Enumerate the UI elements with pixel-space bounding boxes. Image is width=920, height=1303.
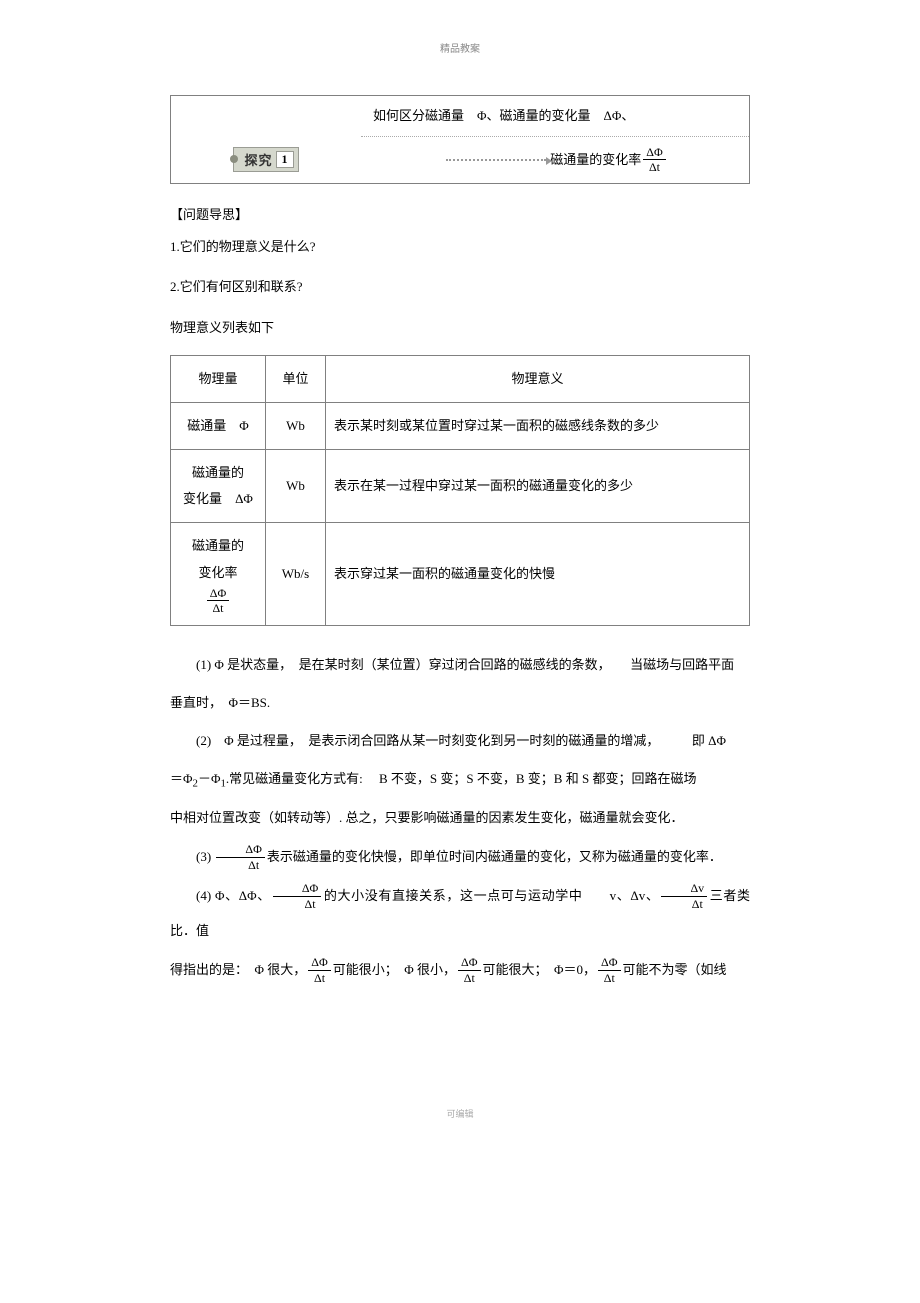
body-p2e: 中相对位置改变（如转动等）. 总之，只要影响磁通量的因素发生变化，磁通量就会变化… [170, 801, 750, 835]
physics-table: 物理量 单位 物理意义 磁通量 Φ Wb 表示某时刻或某位置时穿过某一面积的磁感… [170, 355, 750, 627]
explore-box: 如何区分磁通量 Φ、磁通量的变化量 ΔΦ、 探究 1 磁通量的变化率 ΔΦ Δt [170, 95, 750, 184]
qa-q2: 2.它们有何区别和联系? [170, 273, 750, 302]
cell-qty-2: 磁通量的 变化量 ΔΦ [171, 449, 266, 522]
qty2-l2-pre: 变化量 [183, 491, 235, 506]
cell-unit-3: Wb/s [266, 522, 326, 626]
th-unit: 单位 [266, 355, 326, 402]
qty3-frac-num: ΔΦ [207, 586, 230, 601]
p4-f1-num: ΔΦ [273, 881, 322, 896]
p4-b: 的大小没有直接关系，这一点可与运动学中 v、Δv、 [323, 888, 659, 903]
explore-suffix: 、 [621, 108, 634, 123]
p4-f2-den: Δt [661, 897, 707, 911]
p5-f1-num: ΔΦ [308, 955, 331, 970]
qty3-l1: 磁通量的 [179, 533, 257, 559]
qty3-l2-pre: 变化率 [198, 565, 250, 580]
p4-f2-num: Δv [661, 881, 707, 896]
footer-text: 可编辑 [446, 1109, 473, 1119]
qa-lead: 物理意义列表如下 [170, 314, 750, 343]
p5-frac3: ΔΦΔt [598, 955, 621, 985]
p4-f1-den: Δt [273, 897, 322, 911]
p5-f2-num: ΔΦ [458, 955, 481, 970]
explore-top-text: 如何区分磁通量 Φ、磁通量的变化量 ΔΦ、 [361, 96, 749, 136]
explore-badge-num: 1 [276, 151, 294, 168]
header-text: 精品教案 [440, 44, 480, 55]
table-header-row: 物理量 单位 物理意义 [171, 355, 750, 402]
table-row: 磁通量的 变化率 ΔΦ Δt Wb/s 表示穿过某一面积的磁通量变化的快慢 [171, 522, 750, 626]
body-p4: (4) Φ、ΔΦ、ΔΦΔt的大小没有直接关系，这一点可与运动学中 v、Δv、Δv… [170, 878, 750, 948]
qty3-frac: ΔΦ Δt [207, 586, 230, 616]
p3-a: (3) [196, 849, 214, 864]
cell-meaning-1: 表示某时刻或某位置时穿过某一面积的磁感线条数的多少 [326, 402, 750, 449]
cell-qty-3: 磁通量的 变化率 ΔΦ Δt [171, 522, 266, 626]
explore-badge-label: 探究 [244, 150, 272, 169]
p2b-2: －Φ [198, 771, 221, 786]
page-header: 精品教案 [0, 40, 920, 55]
explore-rate-label: 磁通量的变化率 [550, 148, 641, 171]
p3-frac-den: Δt [216, 858, 265, 872]
p5-f3-num: ΔΦ [598, 955, 621, 970]
table-row: 磁通量的 变化量 ΔΦ Wb 表示在某一过程中穿过某一面积的磁通量变化的多少 [171, 449, 750, 522]
qa-q1: 1.它们的物理意义是什么? [170, 233, 750, 262]
p5-frac1: ΔΦΔt [308, 955, 331, 985]
frac-den: Δt [643, 160, 666, 174]
p2b-1: ＝Φ [170, 771, 193, 786]
explore-badge-cell: 探究 1 [171, 136, 361, 183]
explore-prefix: 如何区分磁通量 [373, 108, 477, 123]
page-footer: 可编辑 [0, 1107, 920, 1120]
qty2-l2-sym: ΔΦ [235, 491, 253, 506]
cell-qty-1: 磁通量 Φ [171, 402, 266, 449]
p5-f3-den: Δt [598, 971, 621, 985]
cell-meaning-2: 表示在某一过程中穿过某一面积的磁通量变化的多少 [326, 449, 750, 522]
explore-rate-frac: ΔΦ Δt [643, 145, 666, 175]
explore-left-empty [171, 96, 361, 136]
p5-f2-den: Δt [458, 971, 481, 985]
frac-num: ΔΦ [643, 145, 666, 160]
body-p5: 得指出的是： Φ 很大，ΔΦΔt可能很小； Φ 很小，ΔΦΔt可能很大； Φ＝0… [170, 952, 750, 987]
p4-frac2: ΔvΔt [661, 881, 707, 911]
cell-meaning-3: 表示穿过某一面积的磁通量变化的快慢 [326, 522, 750, 626]
th-qty: 物理量 [171, 355, 266, 402]
p3-frac-num: ΔΦ [216, 842, 265, 857]
explore-dphi: ΔΦ [604, 108, 622, 123]
p3-frac: ΔΦΔt [216, 842, 265, 872]
qa-heading: 【问题导思】 [170, 204, 750, 223]
explore-mid: 、磁通量的变化量 [487, 108, 604, 123]
p5-b: 可能很小； Φ 很小， [333, 962, 456, 977]
body-p2b: ＝Φ2－Φ1.常见磁通量变化方式有: B 不变，S 变；S 不变，B 变；B 和… [170, 762, 750, 798]
explore-bottom-text: 磁通量的变化率 ΔΦ Δt [361, 136, 749, 183]
dotted-arrow-icon [446, 159, 546, 161]
cell-unit-1: Wb [266, 402, 326, 449]
qty3-frac-den: Δt [207, 601, 230, 615]
body-p2a: (2) Φ 是过程量， 是表示闭合回路从某一时刻变化到另一时刻的磁通量的增减， … [170, 724, 750, 758]
body-p1a: (1) Φ 是状态量， 是在某时刻（某位置）穿过闭合回路的磁感线的条数， 当磁场… [170, 648, 750, 682]
body-p1b: 垂直时， Φ＝BS. [170, 686, 750, 720]
qty1-sym: Φ [239, 418, 249, 433]
body-p3: (3) ΔΦΔt表示磁通量的变化快慢，即单位时间内磁通量的变化，又称为磁通量的变… [170, 839, 750, 874]
p5-c: 可能很大； Φ＝0， [483, 962, 597, 977]
p4-frac1: ΔΦΔt [273, 881, 322, 911]
p5-frac2: ΔΦΔt [458, 955, 481, 985]
table-row: 磁通量 Φ Wb 表示某时刻或某位置时穿过某一面积的磁感线条数的多少 [171, 402, 750, 449]
main-content: 如何区分磁通量 Φ、磁通量的变化量 ΔΦ、 探究 1 磁通量的变化率 ΔΦ Δt… [0, 95, 920, 987]
p3-b: 表示磁通量的变化快慢，即单位时间内磁通量的变化，又称为磁通量的变化率． [267, 849, 722, 864]
explore-phi: Φ [477, 108, 487, 123]
p5-a: 得指出的是： Φ 很大， [170, 962, 306, 977]
p4-a: (4) Φ、ΔΦ、 [196, 888, 271, 903]
qty1-pre: 磁通量 [187, 418, 239, 433]
p2b-3: .常见磁通量变化方式有: B 不变，S 变；S 不变，B 变；B 和 S 都变；… [226, 771, 697, 786]
qty2-l1: 磁通量的 [179, 460, 257, 486]
p5-d: 可能不为零（如线 [623, 962, 727, 977]
cell-unit-2: Wb [266, 449, 326, 522]
th-meaning: 物理意义 [326, 355, 750, 402]
p5-f1-den: Δt [308, 971, 331, 985]
explore-badge: 探究 1 [233, 147, 298, 172]
